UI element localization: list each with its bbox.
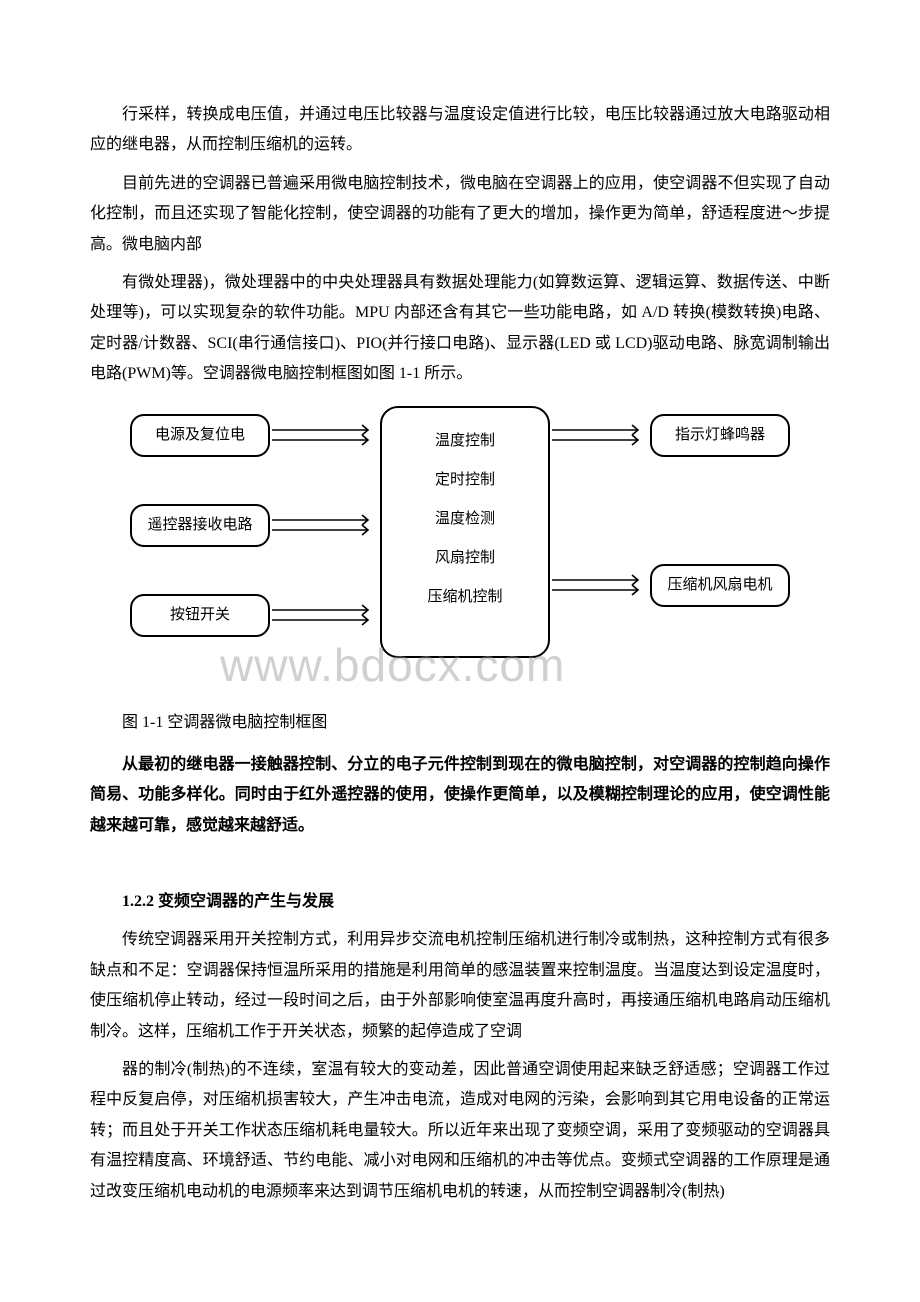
paragraph: 器的制冷(制热)的不连续，室温有较大的变动差，因此普通空调使用起来缺乏舒适感；空… (90, 1055, 830, 1207)
center-line: 温度控制 (390, 422, 540, 461)
paragraph: 有微处理器)，微处理器中的中央处理器具有数据处理能力(如算数运算、逻辑运算、数据… (90, 268, 830, 390)
arrow-icon (552, 424, 648, 448)
arrow-icon (272, 604, 378, 628)
paragraph: 传统空调器采用开关控制方式，利用异步交流电机控制压缩机进行制冷或制热，这种控制方… (90, 925, 830, 1047)
block-diagram: 电源及复位电 遥控器接收电路 按钮开关 温度控制 定时控制 温度检测 风扇控制 … (90, 404, 830, 684)
node-indicator-buzzer: 指示灯蜂鸣器 (650, 414, 790, 458)
node-mcu-functions: 温度控制 定时控制 温度检测 风扇控制 压缩机控制 (380, 406, 550, 658)
node-remote-rx: 遥控器接收电路 (130, 504, 270, 548)
center-line: 定时控制 (390, 461, 540, 500)
arrow-icon (272, 514, 378, 538)
center-line: 压缩机控制 (390, 578, 540, 617)
paragraph: 目前先进的空调器已普遍采用微电脑控制技术，微电脑在空调器上的应用，使空调器不但实… (90, 169, 830, 260)
arrow-icon (552, 574, 648, 598)
center-line: 风扇控制 (390, 539, 540, 578)
paragraph: 行采样，转换成电压值，并通过电压比较器与温度设定值进行比较，电压比较器通过放大电… (90, 100, 830, 161)
center-line: 温度检测 (390, 500, 540, 539)
arrow-icon (272, 424, 378, 448)
node-compressor-fan-motor: 压缩机风扇电机 (650, 564, 790, 608)
node-power-reset: 电源及复位电 (130, 414, 270, 458)
section-heading-1-2-2: 1.2.2 变频空调器的产生与发展 (90, 887, 830, 917)
figure-caption: 图 1-1 空调器微电脑控制框图 (90, 708, 830, 738)
paragraph-bold: 从最初的继电器一接触器控制、分立的电子元件控制到现在的微电脑控制，对空调器的控制… (90, 750, 830, 841)
node-button-switch: 按钮开关 (130, 594, 270, 638)
